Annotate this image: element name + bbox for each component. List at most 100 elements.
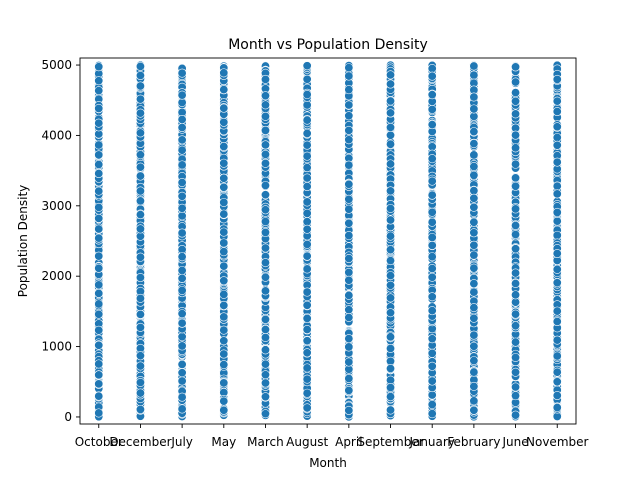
data-point [94,280,104,290]
data-point [302,115,312,125]
data-point [177,392,187,402]
data-point [469,70,479,80]
data-point [177,203,187,213]
data-point [344,63,354,73]
data-point [344,100,354,110]
data-point [511,290,521,300]
data-point [469,150,479,160]
data-point [135,252,145,262]
data-point [219,117,229,127]
data-point [344,218,354,228]
series-april [344,61,354,422]
data-point [94,233,104,243]
data-point [386,186,396,196]
data-point [344,111,354,121]
data-point [177,318,187,328]
data-point [552,230,562,240]
data-point [135,224,145,234]
data-point [219,141,229,151]
data-point [260,243,270,253]
data-point [260,205,270,215]
data-point [219,312,229,322]
series-october [94,61,104,422]
data-point [94,186,104,196]
data-point [344,312,354,322]
data-point [511,109,521,119]
data-point [469,279,479,289]
data-point [177,359,187,369]
data-point [469,139,479,149]
data-point [552,132,562,142]
data-point [219,378,229,388]
data-point [302,61,312,71]
data-point [219,68,229,78]
x-tick-label-november: November [526,435,588,449]
data-point [427,104,437,114]
data-point [177,145,187,155]
data-point [219,405,229,415]
data-point [260,392,270,402]
data-point [260,258,270,268]
data-point [511,244,521,254]
data-point [511,321,521,331]
data-point [344,204,354,214]
data-point [344,405,354,415]
data-point [135,81,145,91]
y-axis: 0 1000 2000 3000 4000 5000 [41,58,80,424]
data-point [94,169,104,179]
data-point [552,377,562,387]
data-point [511,159,521,169]
data-point [219,158,229,168]
data-point [302,348,312,358]
data-point [135,94,145,104]
data-point [302,300,312,310]
data-point [94,213,104,223]
data-point [94,202,104,212]
data-point [427,217,437,227]
data-point [94,408,104,418]
data-point [469,356,479,366]
data-point [469,127,479,137]
data-point [302,197,312,207]
data-point [260,370,270,380]
data-point [469,396,479,406]
data-point [260,227,270,237]
data-point [219,227,229,237]
data-point [302,151,312,161]
data-point [386,392,396,402]
data-point [344,71,354,81]
data-point [386,79,396,89]
data-point [511,337,521,347]
data-point [260,359,270,369]
data-point [302,313,312,323]
data-point [177,404,187,414]
data-point [302,182,312,192]
data-point [511,268,521,278]
data-point [219,261,229,271]
data-point [427,400,437,410]
data-point [386,231,396,241]
data-point [469,111,479,121]
data-point [427,306,437,316]
data-point [511,204,521,214]
data-point [469,250,479,260]
x-tick-label-march: March [247,435,284,449]
data-point [260,332,270,342]
data-point [511,62,521,72]
data-point [260,91,270,101]
data-point [552,216,562,226]
x-tick-label-february: February [447,435,500,449]
data-point [177,376,187,386]
data-point [386,215,396,225]
data-point [219,173,229,183]
data-point [511,410,521,420]
data-point [427,409,437,419]
points-layer [94,60,562,422]
data-point [135,343,145,353]
data-point [219,238,229,248]
data-point [135,404,145,414]
data-point [135,108,145,118]
data-point [177,265,187,275]
data-point [552,249,562,259]
data-point [386,308,396,318]
